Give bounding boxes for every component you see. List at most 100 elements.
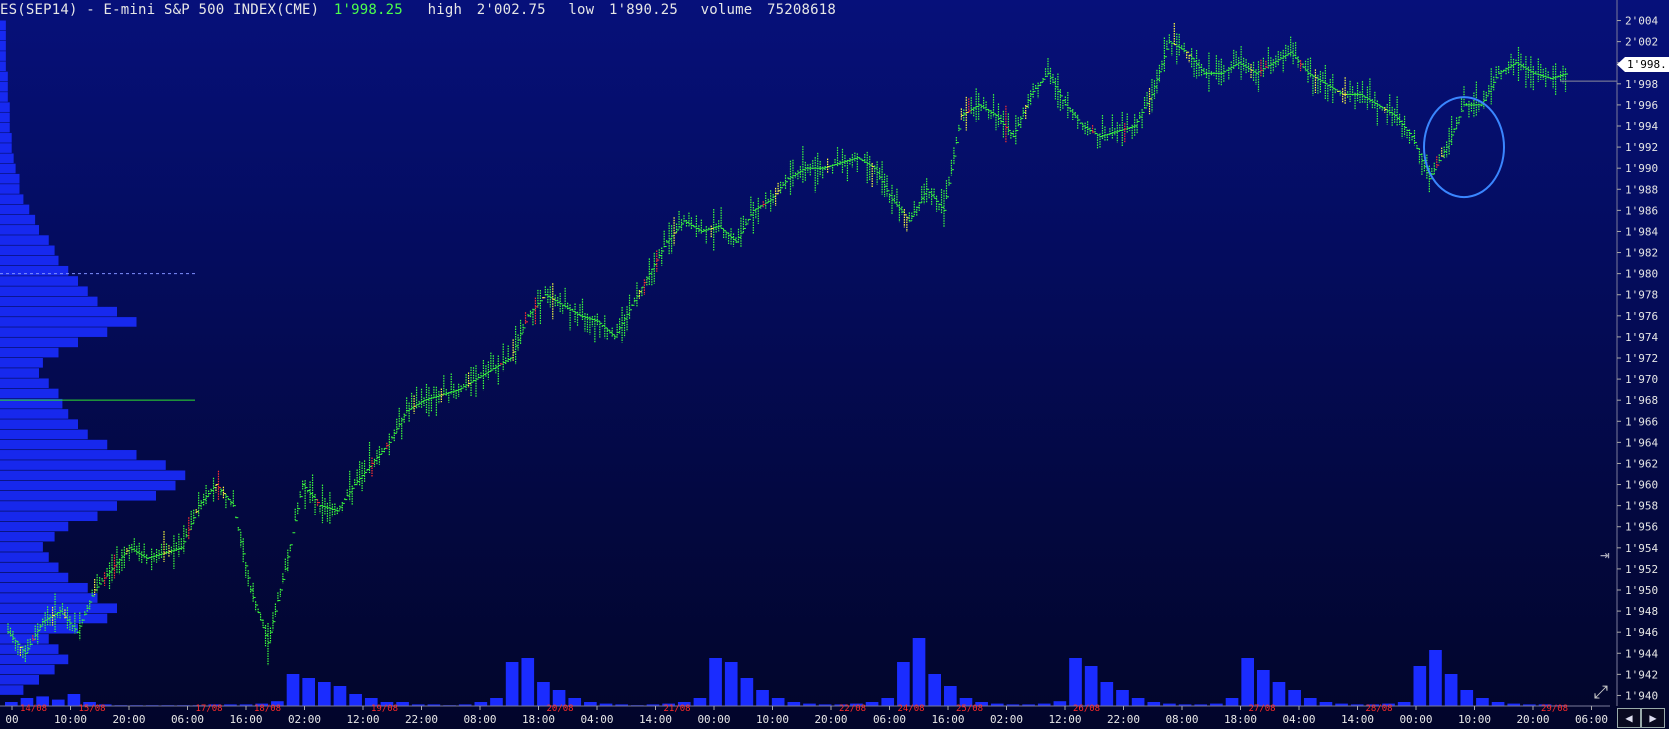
x-date-label: 26/08	[1073, 704, 1100, 714]
profile-bar	[0, 378, 49, 389]
profile-bar	[0, 71, 8, 82]
volume-bar	[928, 674, 941, 706]
x-date-label: 21/08	[664, 704, 691, 714]
volume-bar	[521, 658, 535, 706]
arrow-right-icon[interactable]: ⇥	[1600, 545, 1610, 564]
volume-bar	[255, 703, 269, 706]
x-tick-label: 16:00	[931, 713, 964, 726]
profile-bar	[0, 542, 43, 552]
volume-profile	[0, 20, 186, 695]
profile-bar	[0, 480, 176, 491]
profile-bar	[0, 511, 98, 522]
x-tick-label: 22:00	[1107, 713, 1140, 726]
profile-bar	[0, 122, 10, 133]
volume-bar	[67, 694, 81, 706]
volume-bar	[724, 662, 738, 706]
chevron-left-icon[interactable]: ◀	[1617, 708, 1641, 728]
volume-bar	[1178, 704, 1192, 706]
y-tick-label: 1'952	[1625, 563, 1658, 576]
volume-bar	[1507, 703, 1521, 706]
volume-bar	[1303, 698, 1317, 706]
profile-bar	[0, 317, 137, 327]
volume-bar	[1037, 703, 1051, 706]
volume-bar	[944, 686, 957, 706]
y-tick-label: 1'998	[1625, 78, 1658, 91]
volume-bar	[1413, 666, 1427, 706]
profile-bar	[0, 460, 166, 470]
volume-bar	[1210, 703, 1223, 706]
x-tick-label: 02:00	[990, 713, 1023, 726]
volume-bar	[458, 704, 472, 706]
volume-bar	[271, 701, 284, 706]
volume-bar	[333, 686, 347, 706]
chevron-right-icon[interactable]: ▶	[1641, 708, 1665, 728]
volume-bar	[1366, 704, 1380, 706]
y-tick-label: 1'950	[1625, 584, 1658, 597]
profile-bar	[0, 358, 43, 368]
profile-bar	[0, 163, 16, 174]
profile-bar	[0, 368, 39, 378]
volume-bar	[1069, 658, 1082, 706]
x-date-label: 20/08	[547, 704, 574, 714]
profile-bar	[0, 61, 6, 72]
profile-bar	[0, 521, 69, 532]
instrument-title: ES(SEP14) - E-mini S&P 500 INDEX(CME)	[0, 2, 320, 18]
volume-bar	[709, 658, 722, 706]
volume-bar	[36, 696, 49, 706]
volume-bar	[1194, 704, 1208, 706]
volume-bar	[380, 702, 394, 706]
volume-bar	[1429, 650, 1442, 706]
y-tick-label: 1'982	[1625, 247, 1658, 260]
y-tick-label: 1'942	[1625, 668, 1658, 681]
last-price: 1'998.25	[333, 2, 403, 18]
x-tick-label: 20:00	[1516, 713, 1549, 726]
profile-bar	[0, 675, 39, 685]
volume-bar	[1022, 704, 1035, 706]
profile-bar	[0, 173, 20, 184]
volume-bar	[427, 704, 441, 706]
x-date-label: 25/08	[956, 704, 983, 714]
volume-bar	[239, 704, 253, 706]
y-tick-label: 1'954	[1625, 542, 1658, 555]
profile-bar	[0, 153, 14, 164]
price-bars	[7, 23, 1569, 666]
profile-bar	[0, 112, 10, 123]
volume-bar	[693, 698, 707, 706]
profile-bar	[0, 490, 156, 501]
x-date-label: 19/08	[371, 704, 398, 714]
low-value: 1'890.25	[608, 2, 678, 18]
volume-bar	[568, 698, 582, 706]
price-axis[interactable]: 1'940 1'942 1'944 1'946 1'948 1'950 1'952 1'954…	[1616, 0, 1658, 706]
profile-bar	[0, 593, 98, 603]
volume-bar	[474, 702, 488, 706]
volume-bar	[1100, 682, 1114, 706]
profile-bar	[0, 51, 6, 61]
time-axis[interactable]: 00 10:00 20:00 06:00 16:00 02:00 12:00 22:00 08:…	[0, 704, 1610, 726]
x-tick-label: 02:00	[288, 713, 321, 726]
volume-bar	[1444, 674, 1458, 706]
y-tick-label: 1'996	[1625, 99, 1658, 112]
expand-icon[interactable]: ⤢	[1593, 682, 1609, 703]
y-tick-label: 1'972	[1625, 352, 1658, 365]
profile-bar	[0, 265, 69, 276]
volume-bar	[850, 703, 863, 706]
y-tick-label: 1'968	[1625, 394, 1658, 407]
volume-bar	[959, 698, 973, 706]
x-date-label: 22/08	[839, 704, 866, 714]
volume-bar	[897, 662, 910, 706]
volume-bar	[787, 702, 801, 706]
profile-bar	[0, 306, 117, 317]
volume-bar	[1335, 703, 1348, 706]
x-date-label: 28/08	[1366, 704, 1393, 714]
volume-bar	[1131, 698, 1145, 706]
volume-bar	[1382, 703, 1395, 706]
profile-bar	[0, 634, 49, 644]
profile-bar	[0, 214, 36, 225]
x-tick-label: 10:00	[756, 713, 789, 726]
volume-bar	[1288, 690, 1301, 706]
volume-bar	[490, 698, 503, 706]
y-tick-label: 1'992	[1625, 141, 1658, 154]
volume-bar	[302, 678, 315, 706]
